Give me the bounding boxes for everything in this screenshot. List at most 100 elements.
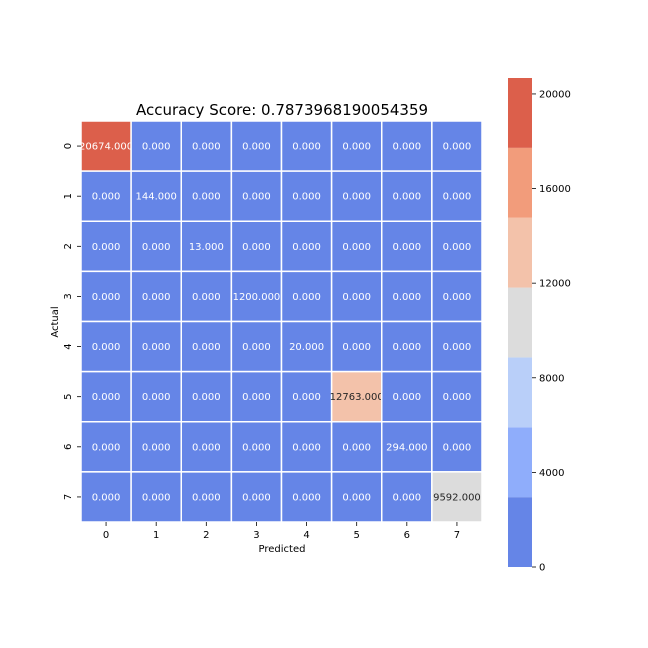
- x-tick-label: 5: [354, 530, 360, 541]
- cell-value-label: 0.000: [142, 442, 171, 453]
- cell-value-label: 0.000: [192, 392, 221, 403]
- heatmap-cell: [330, 220, 383, 273]
- heatmap-cell: [180, 471, 233, 523]
- heatmap-cell: [230, 170, 283, 222]
- heatmap-cell: [280, 370, 333, 423]
- colorbar-tick-label: 0: [539, 563, 545, 574]
- y-tick-label: 6: [63, 444, 74, 450]
- x-axis-label: Predicted: [259, 544, 306, 555]
- colorbar-segment: [508, 427, 532, 498]
- heatmap-cell: [330, 170, 383, 222]
- cell-value-label: 0.000: [142, 392, 171, 403]
- heatmap-cell: [180, 220, 233, 273]
- cell-value-label: 0.000: [242, 442, 271, 453]
- cell-value-label: 0.000: [342, 292, 371, 303]
- colorbar-tick-label: 8000: [539, 373, 564, 384]
- cell-value-label: 0.000: [292, 392, 321, 403]
- heatmap-cell: [230, 320, 283, 373]
- cell-value-label: 0.000: [192, 192, 221, 203]
- cell-value-label: 0.000: [92, 392, 121, 403]
- heatmap-cell: [230, 220, 283, 273]
- cell-value-label: 1200.000: [233, 292, 281, 303]
- cell-value-label: 0.000: [92, 292, 121, 303]
- colorbar-tick-label: 12000: [539, 279, 571, 290]
- heatmap-cell: [381, 220, 433, 273]
- cell-value-label: 0.000: [443, 342, 472, 353]
- cell-value-label: 0.000: [92, 192, 121, 203]
- cell-value-label: 0.000: [392, 192, 421, 203]
- cell-value-label: 0.000: [292, 242, 321, 253]
- colorbar-segment: [508, 217, 532, 288]
- colorbar-segment: [508, 357, 532, 428]
- cell-value-label: 13.000: [189, 242, 224, 253]
- heatmap-cell: [280, 220, 333, 273]
- x-axis-ticks: 0 1 2 3 4 5 6 7: [103, 522, 460, 541]
- cell-value-label: 0.000: [142, 242, 171, 253]
- heatmap-cell: [431, 220, 483, 273]
- colorbar: 0 4000 8000 12000 16000 20000: [508, 78, 571, 574]
- x-tick-label: 2: [203, 530, 209, 541]
- heatmap-cell: [330, 120, 383, 172]
- heatmap-cell: [130, 170, 182, 222]
- cell-value-label: 0.000: [142, 142, 171, 153]
- y-tick-label: 7: [63, 494, 74, 500]
- cell-value-label: 0.000: [292, 142, 321, 153]
- heatmap-cell: [130, 120, 182, 172]
- heatmap-cell: [80, 421, 132, 473]
- cell-value-label: 0.000: [443, 142, 472, 153]
- x-tick-label: 7: [454, 530, 460, 541]
- heatmap-grid: 20674.000 0.000 0.000 0.000 0.000 0.000 0.000 0…: [79, 120, 483, 523]
- heatmap-cell: [330, 421, 383, 473]
- colorbar-segment: [508, 497, 532, 567]
- cell-value-label: 0.000: [242, 492, 271, 503]
- y-tick-label: 4: [63, 343, 74, 349]
- cell-value-label: 0.000: [92, 242, 121, 253]
- cell-value-label: 0.000: [142, 342, 171, 353]
- cell-value-label: 0.000: [192, 142, 221, 153]
- cell-value-label: 0.000: [142, 292, 171, 303]
- cell-value-label: 0.000: [392, 392, 421, 403]
- heatmap-cell: [431, 471, 483, 523]
- y-tick-label: 0: [63, 143, 74, 149]
- cell-value-label: 294.000: [386, 442, 427, 453]
- cell-value-label: 12763.000: [330, 392, 384, 403]
- cell-value-label: 0.000: [192, 442, 221, 453]
- cell-value-label: 0.000: [342, 192, 371, 203]
- cell-value-label: 0.000: [392, 492, 421, 503]
- cell-value-label: 0.000: [92, 342, 121, 353]
- colorbar-tick-label: 16000: [539, 184, 571, 195]
- heatmap-cell: [130, 370, 182, 423]
- cell-value-label: 0.000: [443, 442, 472, 453]
- heatmap-cell: [330, 370, 383, 423]
- heatmap-cell: [431, 120, 483, 172]
- cell-value-label: 0.000: [443, 242, 472, 253]
- cell-value-label: 0.000: [443, 292, 472, 303]
- x-tick-label: 1: [153, 530, 159, 541]
- cell-value-label: 0.000: [242, 392, 271, 403]
- x-tick-label: 4: [303, 530, 309, 541]
- y-axis-label: Actual: [50, 306, 61, 337]
- chart-title: Accuracy Score: 0.7873968190054359: [136, 101, 428, 119]
- heatmap-cell: [130, 421, 182, 473]
- cell-value-label: 144.000: [136, 192, 177, 203]
- heatmap-cell: [381, 370, 433, 423]
- x-tick-label: 3: [253, 530, 259, 541]
- cell-value-label: 0.000: [92, 492, 121, 503]
- y-axis-ticks: 0 1 2 3 4 5 6 7: [63, 143, 81, 500]
- colorbar-segment: [508, 78, 532, 148]
- cell-value-label: 0.000: [392, 342, 421, 353]
- cell-value-label: 0.000: [292, 292, 321, 303]
- heatmap-cell: [280, 421, 333, 473]
- cell-value-label: 9592.000: [433, 492, 481, 503]
- heatmap-cell: [280, 471, 333, 523]
- cell-value-label: 0.000: [392, 242, 421, 253]
- heatmap-cell: [431, 421, 483, 473]
- cell-value-label: 0.000: [342, 242, 371, 253]
- cell-value-label: 0.000: [192, 292, 221, 303]
- cell-value-label: 0.000: [342, 342, 371, 353]
- cell-value-label: 0.000: [292, 442, 321, 453]
- colorbar-segment: [508, 147, 532, 218]
- colorbar-tick-label: 4000: [539, 468, 564, 479]
- heatmap-cell: [431, 370, 483, 423]
